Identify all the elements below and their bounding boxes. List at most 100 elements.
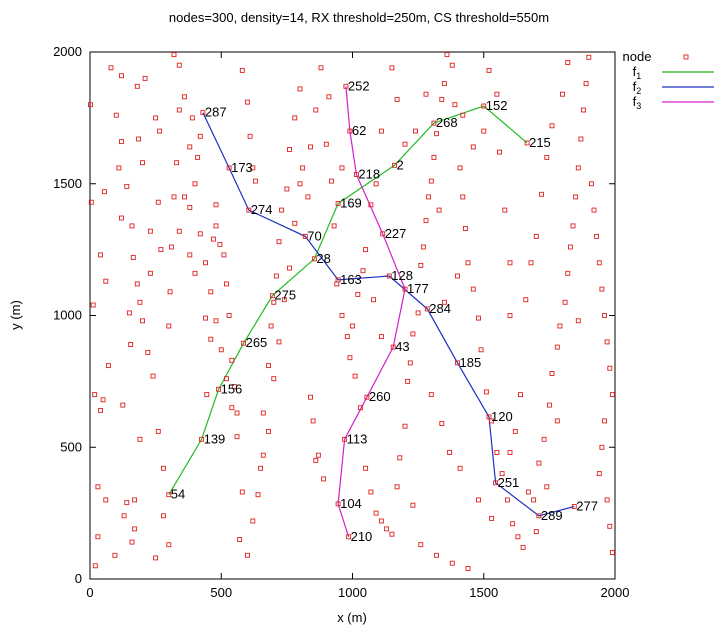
- node-point: [525, 489, 531, 495]
- node-point: [213, 223, 219, 229]
- node-point: [226, 313, 232, 318]
- node-point: [250, 518, 256, 524]
- y-tick-label: 500: [60, 439, 82, 454]
- node-point-251: [493, 480, 499, 486]
- node-point-169: [335, 201, 341, 206]
- node-point: [363, 247, 369, 253]
- node-point-274: [246, 207, 252, 213]
- node-point: [187, 144, 193, 150]
- node-point: [457, 165, 463, 171]
- node-label-215: 215: [529, 135, 551, 150]
- node-point: [575, 318, 581, 324]
- node-point: [539, 191, 544, 197]
- node-point: [119, 215, 124, 221]
- node-point: [575, 165, 581, 171]
- node-point: [129, 539, 135, 545]
- node-point: [444, 52, 450, 58]
- node-point: [533, 529, 539, 535]
- node-point: [449, 62, 455, 68]
- node-label-173: 173: [231, 160, 253, 175]
- node-point: [121, 513, 127, 519]
- node-label-252: 252: [348, 78, 370, 93]
- node-point: [499, 471, 505, 477]
- node-point: [182, 94, 187, 100]
- x-axis-label: x (m): [337, 610, 367, 625]
- node-point-28: [311, 256, 317, 262]
- node-point: [287, 147, 292, 152]
- node-point: [308, 394, 313, 400]
- node-point: [557, 323, 563, 329]
- node-point-104: [335, 501, 341, 507]
- node-point: [145, 349, 151, 355]
- node-point: [371, 297, 376, 303]
- node-point: [192, 181, 198, 187]
- node-point: [234, 410, 240, 416]
- y-axis-label: y (m): [8, 300, 23, 330]
- node-point: [452, 102, 458, 108]
- legend-subscript: 3: [636, 101, 641, 111]
- node-point: [418, 262, 424, 268]
- node-point-128: [386, 273, 392, 279]
- node-point: [581, 107, 586, 113]
- node-label-54: 54: [171, 487, 185, 502]
- legend-label-f2: f2: [633, 79, 642, 96]
- node-point: [161, 465, 166, 471]
- node-point: [124, 183, 130, 189]
- flow-line-f3: [337, 86, 406, 537]
- node-point: [447, 450, 453, 455]
- node-point: [578, 136, 584, 142]
- node-point: [158, 247, 164, 253]
- node-point: [378, 518, 384, 524]
- node-point: [470, 144, 476, 150]
- node-point: [155, 428, 161, 434]
- node-label-70: 70: [307, 228, 321, 243]
- node-point: [483, 389, 489, 395]
- node-label-289: 289: [541, 508, 563, 523]
- node-point-120: [486, 414, 492, 420]
- node-label-275: 275: [274, 288, 296, 303]
- node-point: [140, 160, 145, 166]
- node-point: [410, 502, 416, 508]
- node-label-169: 169: [340, 196, 362, 211]
- node-point: [523, 297, 529, 303]
- node-point: [100, 397, 106, 403]
- node-point: [423, 218, 429, 224]
- node-label-251: 251: [498, 475, 520, 490]
- node-point: [510, 521, 516, 527]
- node-point: [599, 444, 605, 450]
- node-point: [119, 73, 124, 79]
- node-point: [331, 223, 337, 229]
- node-point: [103, 278, 109, 284]
- node-point: [250, 165, 256, 171]
- node-point: [602, 418, 607, 424]
- node-point: [313, 457, 319, 463]
- x-tick-label: 2000: [601, 585, 630, 600]
- node-point: [544, 154, 550, 160]
- node-point: [607, 523, 613, 529]
- node-point: [284, 186, 290, 192]
- legend-label-f3: f3: [633, 94, 642, 111]
- node-point: [204, 392, 210, 398]
- node-point: [126, 310, 132, 316]
- node-point: [515, 534, 521, 540]
- node-label-287: 287: [205, 105, 227, 120]
- node-point: [224, 281, 229, 287]
- node-point-62: [347, 128, 353, 134]
- node-point: [394, 484, 400, 490]
- node-point: [573, 194, 579, 200]
- y-tick-label: 2000: [53, 44, 82, 59]
- x-tick-label: 1000: [338, 585, 367, 600]
- node-point: [465, 566, 471, 571]
- node-point-287: [200, 110, 206, 116]
- node-point: [596, 260, 602, 266]
- x-tick-label: 1500: [469, 585, 498, 600]
- node-point-268: [431, 120, 437, 126]
- node-point: [560, 91, 565, 97]
- node-point: [167, 289, 173, 295]
- node-point: [502, 207, 508, 213]
- node-point: [157, 128, 163, 134]
- node-point: [441, 299, 447, 305]
- node-point: [292, 115, 298, 121]
- node-point: [323, 141, 329, 147]
